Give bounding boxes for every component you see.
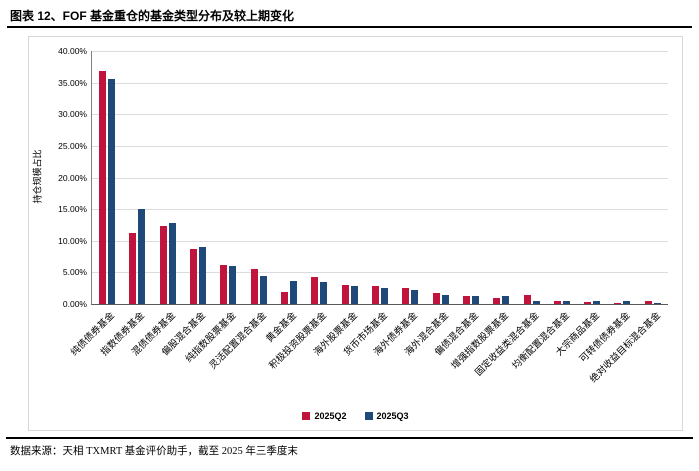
legend: 2025Q2 2025Q3 [29, 411, 682, 421]
bar-group: 大宗商品基金 [554, 51, 607, 358]
bar-2025Q3 [502, 296, 510, 304]
y-tick-label: 40.00% [58, 46, 87, 56]
bar-group: 偏股混合基金 [160, 51, 213, 358]
bar-2025Q3 [229, 266, 237, 304]
bar-group: 均衡配置混合基金 [510, 51, 577, 372]
bar-group: 增强指数股票基金 [450, 51, 516, 372]
legend-label: 2025Q3 [376, 411, 409, 421]
bar-2025Q2 [220, 264, 228, 304]
y-tick-label: 25.00% [58, 140, 87, 151]
legend-item: 2025Q2 [302, 411, 347, 421]
bar-2025Q3 [259, 275, 267, 304]
gridline [92, 209, 668, 211]
bar-group: 海外债券基金 [372, 51, 425, 358]
bar-2025Q2 [462, 295, 470, 304]
bar-2025Q3 [653, 302, 661, 304]
bar-2025Q2 [250, 269, 258, 304]
bar-2025Q3 [593, 301, 601, 304]
y-tick-label: 15.00% [58, 204, 87, 215]
y-axis-title: 持仓规模占比 [32, 149, 43, 204]
gridline [92, 177, 668, 179]
gridline [92, 82, 668, 84]
legend-swatch [302, 412, 311, 420]
y-tick-label: 30.00% [58, 109, 87, 120]
bar-2025Q3 [350, 285, 358, 304]
bar-2025Q3 [290, 280, 298, 304]
bar-2025Q2 [644, 301, 652, 304]
gridline [92, 240, 668, 242]
bar-2025Q2 [584, 302, 592, 304]
bar-2025Q2 [432, 293, 440, 304]
bar-group: 混债债券基金 [130, 51, 183, 358]
plot-area: 0.00% 5.00% 10.00% 15.00% 20.00% 25.00% 30.00%… [58, 46, 668, 385]
bar-2025Q3 [199, 247, 207, 304]
bar-2025Q3 [441, 295, 449, 304]
bar-2025Q3 [168, 223, 176, 304]
y-tick-label: 0.00% [62, 299, 87, 309]
bar-2025Q3 [108, 78, 116, 304]
bar-2025Q3 [471, 295, 479, 304]
gridlines: 0.00% 5.00% 10.00% 15.00% 20.00% 25.00% 30.00%… [58, 46, 668, 309]
bar-group: 黄金基金 [264, 51, 304, 345]
y-tick-label: 10.00% [58, 235, 87, 246]
bar-2025Q3 [532, 301, 540, 304]
gridline [92, 114, 668, 116]
gridline [92, 51, 668, 52]
legend-swatch [364, 412, 373, 420]
bar-group: 货币市场基金 [342, 51, 395, 358]
bar-2025Q2 [311, 277, 319, 304]
bar-2025Q2 [341, 285, 349, 304]
bar-group: 纯债债券基金 [69, 51, 122, 358]
footer-rule [6, 437, 693, 439]
bar-2025Q2 [159, 225, 167, 304]
bar-2025Q2 [523, 295, 531, 304]
bar-2025Q3 [320, 281, 328, 304]
legend-label: 2025Q2 [314, 411, 347, 421]
figure-title: 图表 12、FOF 基金重仓的基金类型分布及较上期变化 [10, 9, 295, 23]
bar-2025Q3 [623, 301, 631, 304]
bar-group: 绝对收益目标混合基金 [588, 51, 668, 385]
y-tick-label: 35.00% [58, 77, 87, 88]
bar-group: 指数债券基金 [99, 51, 152, 358]
title-rule [7, 26, 692, 28]
gridline [92, 145, 668, 147]
y-tick-label: 5.00% [62, 267, 87, 278]
bar-2025Q2 [129, 233, 137, 304]
bar-2025Q3 [562, 300, 570, 304]
bar-2025Q3 [411, 290, 419, 304]
bar-2025Q2 [614, 303, 622, 304]
bar-group: 固定收益类混合基金 [473, 51, 546, 378]
bar-group: 海外股票基金 [311, 51, 365, 358]
bar-2025Q2 [99, 70, 107, 304]
bar-2025Q2 [190, 248, 198, 304]
bar-2025Q2 [493, 298, 501, 304]
legend-item: 2025Q3 [364, 411, 409, 421]
bar-2025Q2 [371, 285, 379, 304]
bar-2025Q3 [380, 287, 388, 304]
chart-frame: 持仓规模占比 0.00% 5.00% 10.00% 15.00% 20.00% 25.00… [28, 36, 683, 431]
bar-2025Q2 [402, 288, 410, 304]
gridline [92, 272, 668, 274]
bar-2025Q2 [281, 291, 289, 304]
bar-groups: 纯债债券基金 指数债券基金 混债债券基金 偏股混合基金 纯指数股票基金 灵活配置混合基金黄… [69, 51, 668, 385]
bar-group: 纯指数股票基金 [183, 51, 243, 365]
bar-group: 灵活配置混合基金 [207, 51, 274, 372]
bar-group: 海外混合基金 [402, 51, 455, 358]
bar-2025Q3 [138, 209, 146, 304]
y-tick-label: 20.00% [58, 172, 87, 183]
data-source: 数据来源：天相 TXMRT 基金评价助手，截至 2025 年三季度末 [10, 446, 298, 457]
bar-group: 可转债债券基金 [578, 51, 637, 365]
bar-group: 偏债混合基金 [433, 51, 486, 358]
bar-group: 积极投资股票基金 [268, 51, 334, 372]
bar-2025Q2 [553, 300, 561, 304]
